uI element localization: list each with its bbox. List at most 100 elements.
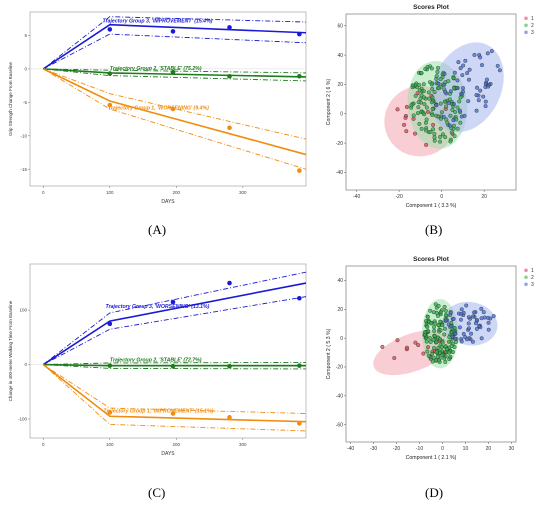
group-2-point <box>426 353 431 358</box>
series-3-lower-ci <box>43 364 307 432</box>
group-2-point <box>425 349 430 354</box>
group-2-point <box>455 126 460 131</box>
group-1-point <box>405 345 410 350</box>
group-2-point <box>431 127 436 132</box>
group-3-point <box>474 108 479 113</box>
group-3-point <box>465 71 470 76</box>
series-3-point <box>107 410 113 415</box>
series-3-upper-ci <box>43 364 307 414</box>
group-2-point <box>426 90 431 95</box>
series-2-point <box>170 69 176 75</box>
series-1-point <box>107 321 113 327</box>
group-3-point <box>459 307 464 312</box>
legend-label-3: 3 <box>531 30 534 36</box>
legend-marker-1 <box>524 16 528 21</box>
y-tick-label: 0 <box>24 362 27 367</box>
legend-marker-1 <box>524 268 528 273</box>
chart-svg-a: 0 100 200 300 -15 -10 -5 0 5 DAYS Grip Strength Ch… <box>8 11 307 205</box>
group-3-point <box>470 339 475 344</box>
group-3-point <box>469 331 474 336</box>
group-3-point <box>466 326 471 331</box>
group-3-point <box>456 60 461 65</box>
group-3-point <box>491 314 496 319</box>
x-tick-label: 0 <box>42 190 45 195</box>
group-2-point <box>429 82 434 87</box>
plot-title: Scores Plot <box>413 256 450 263</box>
y-tick-label: 40 <box>337 278 343 284</box>
series-2-upper-ci <box>43 361 307 366</box>
group-2-point <box>438 337 443 342</box>
x-tick-label: 200 <box>173 190 181 195</box>
group-1-point <box>425 109 430 114</box>
group-2-point <box>449 343 454 348</box>
group-2-point <box>443 308 448 313</box>
group-2-point <box>432 333 437 338</box>
series-2-point <box>227 363 232 369</box>
y-tick-label: 0 <box>24 66 27 71</box>
group-2-point <box>421 82 426 87</box>
x-tick-label: 0 <box>441 446 444 452</box>
group-2-point <box>452 134 457 139</box>
group-2-point <box>443 135 448 140</box>
legend-label-3: 3 <box>531 282 534 288</box>
x-axis-label: Component 1 ( 2.1 %) <box>406 455 457 461</box>
plot-title: Scores Plot <box>413 4 450 11</box>
group-2-point <box>453 109 458 114</box>
group-2-point <box>424 339 429 344</box>
group-2-point <box>443 359 448 364</box>
group-2-point <box>440 110 445 115</box>
chart-svg-d: Scores Plot -40 -30 -20 -10 0 10 20 30 -60 -40 -20 0… <box>326 256 534 461</box>
legend-label-1: 1 <box>531 16 534 22</box>
group-2-point <box>445 120 450 125</box>
series-1-point <box>170 29 176 34</box>
group-3-point <box>458 66 463 71</box>
y-tick-label: 0 <box>340 111 343 117</box>
x-tick-label: 20 <box>486 446 492 452</box>
scores-plot-d: Scores Plot -40 -30 -20 -10 0 10 20 30 -60 -40 -20 0… <box>312 252 550 470</box>
group-2-point <box>437 86 442 91</box>
group-3-point <box>451 118 456 123</box>
legend-label-1: 1 <box>531 268 534 274</box>
series-3-point <box>170 106 176 112</box>
group-2-point <box>434 340 439 345</box>
group-3-point <box>442 72 447 77</box>
group-1-point <box>395 107 400 112</box>
group-2-point <box>422 102 427 107</box>
group-1-point <box>416 343 421 348</box>
series-1-point <box>107 27 113 32</box>
group-2-point <box>446 79 451 84</box>
series-3-label: Trajectory Group 1, 'WORSENING' (9.4%) <box>108 105 209 111</box>
group-3-point <box>466 77 471 82</box>
y-axis-label: Component 2 ( 6 %) <box>326 79 332 126</box>
group-2-point <box>425 314 430 319</box>
group-2-point <box>448 139 453 144</box>
group-2-point <box>447 97 452 102</box>
group-3-point <box>448 311 453 316</box>
group-2-point <box>451 123 456 128</box>
group-2-point <box>415 111 420 116</box>
group-3-point <box>441 114 446 119</box>
group-2-point <box>442 356 447 361</box>
group-3-point <box>448 89 453 94</box>
plot-frame <box>29 263 307 439</box>
group-2-point <box>435 69 440 74</box>
x-axis-label: Component 1 ( 3.3 %) <box>406 203 457 209</box>
group-2-point <box>423 128 428 133</box>
group-1-point <box>421 351 426 356</box>
series-2-point <box>227 73 232 79</box>
group-2-point <box>432 328 437 333</box>
group-2-point <box>428 339 433 344</box>
chart-svg-c: 0 100 200 300 -100 0 100 DAYS Change in 400-mete… <box>8 263 307 457</box>
group-1-point <box>431 122 436 127</box>
group-2-point <box>411 113 416 118</box>
group-3-point <box>459 312 464 317</box>
group-3-point <box>484 77 489 82</box>
group-3-point <box>447 123 452 128</box>
group-2-point <box>428 129 433 134</box>
series-1-upper-ci <box>43 271 307 365</box>
group-2-point <box>417 88 422 93</box>
x-tick-label: 0 <box>42 442 45 447</box>
group-3-point <box>459 91 464 96</box>
x-tick-label: -20 <box>393 446 400 452</box>
y-axis-label: Grip Strength Change From Baseline <box>8 61 13 136</box>
